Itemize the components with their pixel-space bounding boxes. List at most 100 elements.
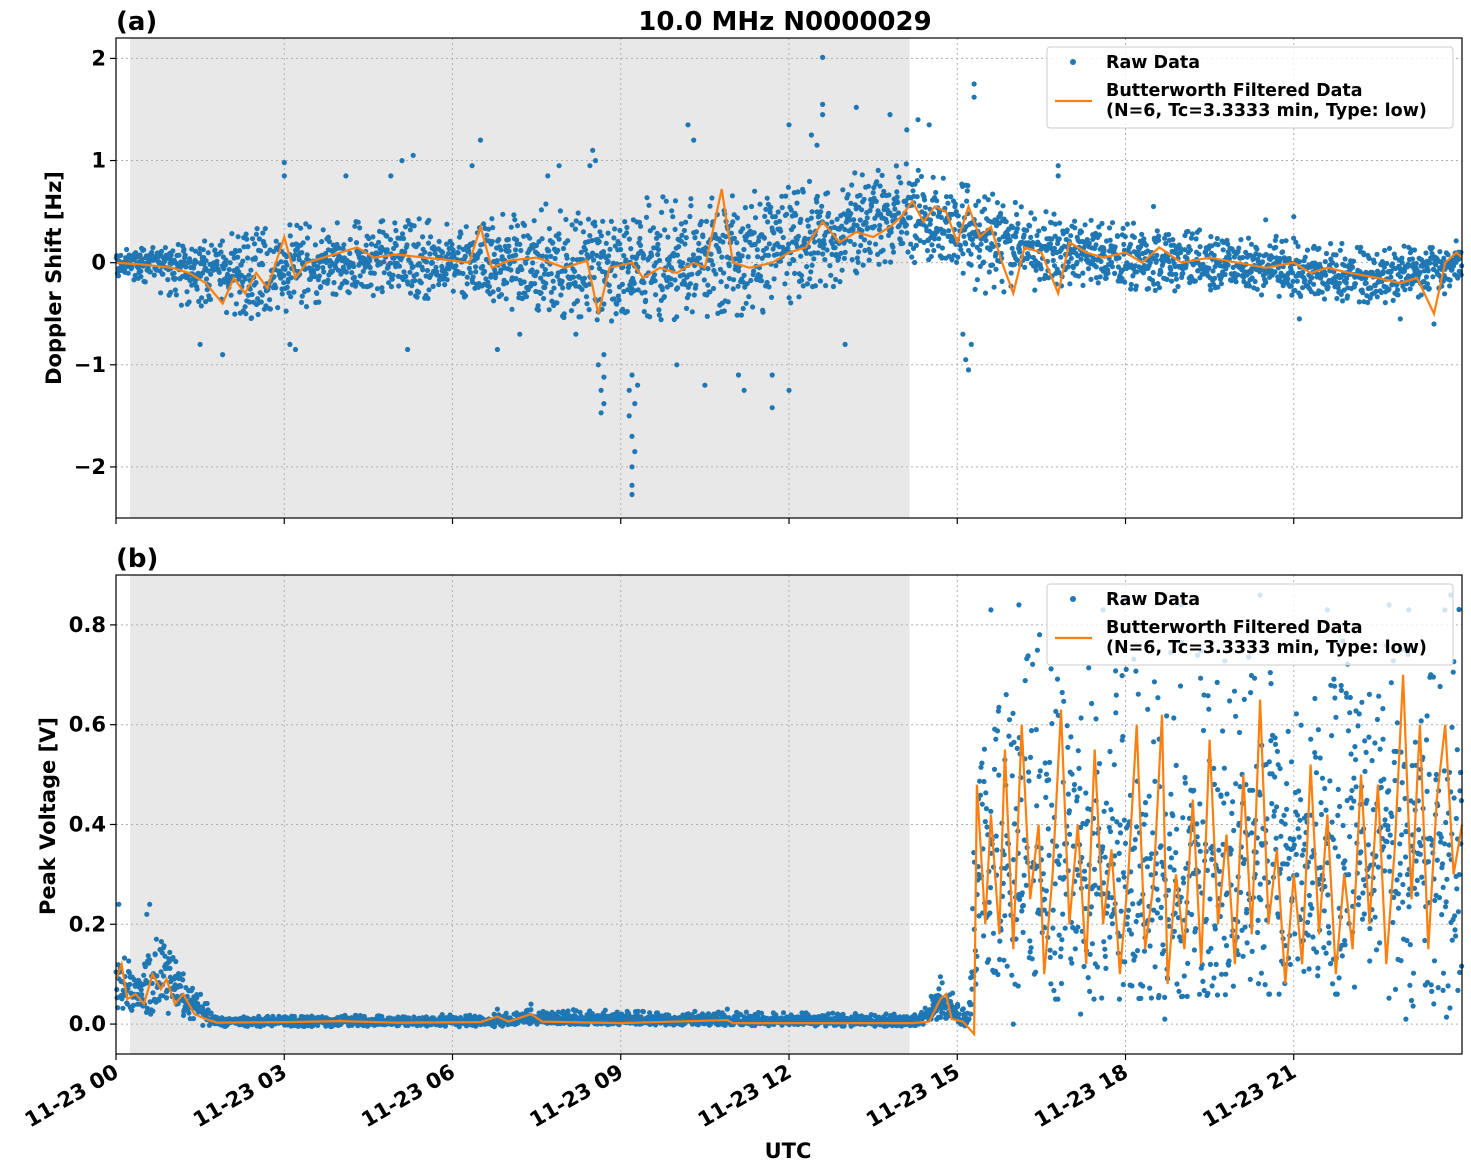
raw-point bbox=[689, 1012, 695, 1018]
raw-point bbox=[730, 219, 736, 225]
raw-point bbox=[1075, 253, 1081, 259]
raw-point bbox=[1277, 257, 1283, 263]
raw-point bbox=[150, 990, 156, 996]
raw-point bbox=[917, 238, 923, 244]
raw-point bbox=[622, 219, 628, 225]
raw-point bbox=[672, 226, 678, 232]
raw-point bbox=[521, 233, 527, 239]
raw-point bbox=[319, 239, 325, 245]
raw-point bbox=[170, 248, 176, 254]
raw-point bbox=[738, 312, 745, 318]
raw-point bbox=[1209, 243, 1215, 249]
raw-point bbox=[197, 991, 204, 998]
raw-point bbox=[1122, 234, 1128, 240]
raw-point bbox=[1017, 249, 1023, 255]
raw-point bbox=[794, 200, 800, 206]
raw-point bbox=[1130, 273, 1136, 279]
raw-point bbox=[1225, 262, 1231, 268]
raw-point bbox=[208, 271, 214, 277]
raw-point bbox=[1399, 260, 1405, 266]
raw-point bbox=[460, 270, 466, 277]
raw-point bbox=[928, 253, 934, 260]
raw-point bbox=[802, 235, 808, 241]
raw-point bbox=[514, 237, 520, 243]
raw-point bbox=[114, 986, 120, 993]
raw-point bbox=[426, 287, 432, 293]
raw-point bbox=[407, 290, 414, 296]
raw-point bbox=[401, 269, 407, 275]
raw-point bbox=[1057, 220, 1063, 226]
raw-point bbox=[653, 292, 659, 298]
raw-point bbox=[921, 239, 927, 245]
raw-point bbox=[299, 293, 305, 299]
raw-point bbox=[852, 170, 858, 176]
raw-point bbox=[244, 236, 250, 242]
raw-point bbox=[752, 215, 759, 221]
raw-point bbox=[1344, 293, 1351, 299]
raw-point bbox=[840, 187, 846, 193]
raw-point bbox=[916, 203, 923, 209]
raw-point bbox=[253, 280, 259, 286]
raw-point bbox=[786, 295, 792, 301]
raw-point bbox=[1390, 297, 1396, 303]
raw-point bbox=[1027, 223, 1033, 229]
raw-point bbox=[731, 212, 737, 218]
raw-point bbox=[721, 270, 727, 276]
raw-point bbox=[133, 250, 139, 256]
raw-point bbox=[1386, 286, 1392, 292]
raw-point bbox=[1256, 252, 1262, 258]
raw-point bbox=[199, 295, 205, 301]
raw-point bbox=[1183, 262, 1189, 268]
raw-point bbox=[1363, 280, 1369, 286]
raw-outlier-point bbox=[598, 410, 604, 416]
raw-point bbox=[304, 252, 310, 258]
raw-point bbox=[1052, 233, 1058, 239]
raw-point bbox=[740, 226, 746, 232]
raw-point bbox=[167, 965, 173, 971]
raw-point bbox=[688, 203, 694, 209]
raw-point bbox=[303, 221, 309, 227]
raw-point bbox=[288, 294, 294, 300]
raw-point bbox=[1417, 269, 1423, 275]
raw-point bbox=[696, 269, 702, 275]
raw-point bbox=[1001, 289, 1007, 295]
raw-point bbox=[772, 214, 779, 220]
raw-point bbox=[858, 234, 864, 240]
raw-point bbox=[124, 246, 130, 253]
raw-point bbox=[736, 268, 742, 274]
raw-point bbox=[1109, 264, 1115, 270]
raw-point bbox=[267, 297, 273, 303]
raw-point bbox=[1267, 243, 1273, 249]
raw-point bbox=[1418, 292, 1424, 298]
raw-point bbox=[587, 233, 593, 239]
raw-point bbox=[779, 193, 785, 199]
raw-point bbox=[605, 258, 611, 265]
raw-point bbox=[178, 983, 184, 989]
raw-point bbox=[808, 215, 814, 221]
raw-point bbox=[200, 247, 206, 253]
raw-point bbox=[982, 290, 989, 296]
raw-point bbox=[1131, 234, 1137, 240]
raw-point bbox=[605, 230, 611, 236]
raw-point bbox=[370, 292, 376, 299]
raw-point bbox=[1014, 226, 1021, 232]
raw-point bbox=[138, 987, 144, 993]
raw-point bbox=[1336, 280, 1342, 286]
raw-point bbox=[655, 246, 662, 253]
raw-point bbox=[271, 248, 277, 255]
raw-point bbox=[260, 262, 266, 268]
raw-point bbox=[563, 216, 569, 223]
raw-point bbox=[294, 245, 301, 251]
raw-point bbox=[1395, 287, 1401, 293]
raw-point bbox=[931, 247, 937, 254]
raw-point bbox=[1215, 242, 1221, 248]
raw-point bbox=[506, 243, 512, 249]
raw-point bbox=[705, 282, 711, 288]
raw-point bbox=[1450, 263, 1457, 269]
raw-outlier-point bbox=[769, 372, 775, 378]
raw-point bbox=[1392, 255, 1398, 261]
raw-point bbox=[304, 235, 311, 241]
raw-point bbox=[945, 200, 951, 206]
raw-point bbox=[1033, 267, 1039, 273]
raw-point bbox=[202, 238, 208, 244]
